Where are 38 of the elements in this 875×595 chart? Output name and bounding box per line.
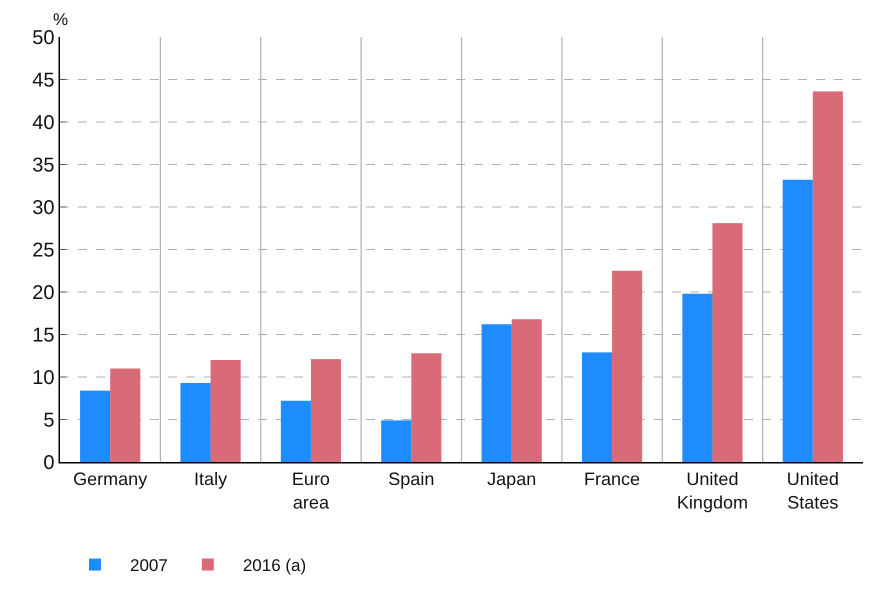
y-tick-label: 5 [43, 410, 54, 432]
bar [381, 420, 412, 462]
y-tick-label: 10 [32, 367, 54, 389]
y-tick-label: 0 [43, 452, 54, 474]
x-tick-label: Germany [73, 469, 148, 490]
bar [712, 223, 743, 462]
bar [582, 352, 612, 462]
y-tick-label: 45 [32, 70, 54, 92]
bar [210, 360, 241, 462]
bar [482, 324, 512, 462]
y-tick-label: 35 [32, 154, 54, 176]
bar [310, 359, 342, 462]
bar [612, 270, 642, 462]
y-axis-title: % [53, 10, 68, 29]
x-tick-label: Spain [388, 469, 434, 490]
bar [512, 319, 542, 462]
x-tick-label: Japan [487, 469, 536, 490]
x-tick-label: Italy [194, 469, 228, 490]
x-tick-label: France [584, 469, 640, 490]
bar [110, 368, 140, 462]
y-tick-label: 40 [32, 112, 54, 134]
x-tick-label: Euro area [292, 469, 330, 512]
y-tick-label: 15 [32, 324, 54, 346]
y-tick-label: 20 [32, 282, 54, 304]
legend-label: 2016 (a) [242, 556, 306, 576]
bar [812, 91, 843, 462]
x-tick-label: United States [786, 469, 839, 512]
bar [280, 400, 311, 462]
bar [682, 294, 712, 462]
bar [411, 353, 442, 462]
bar [80, 390, 110, 462]
y-tick-label: 50 [32, 27, 54, 49]
y-tick-label: 25 [32, 240, 54, 262]
y-tick-label: 30 [32, 197, 54, 219]
bar [782, 180, 813, 462]
bar [180, 382, 211, 462]
legend-label: 2007 [130, 556, 168, 576]
x-tick-label: United Kingdom [676, 469, 748, 512]
